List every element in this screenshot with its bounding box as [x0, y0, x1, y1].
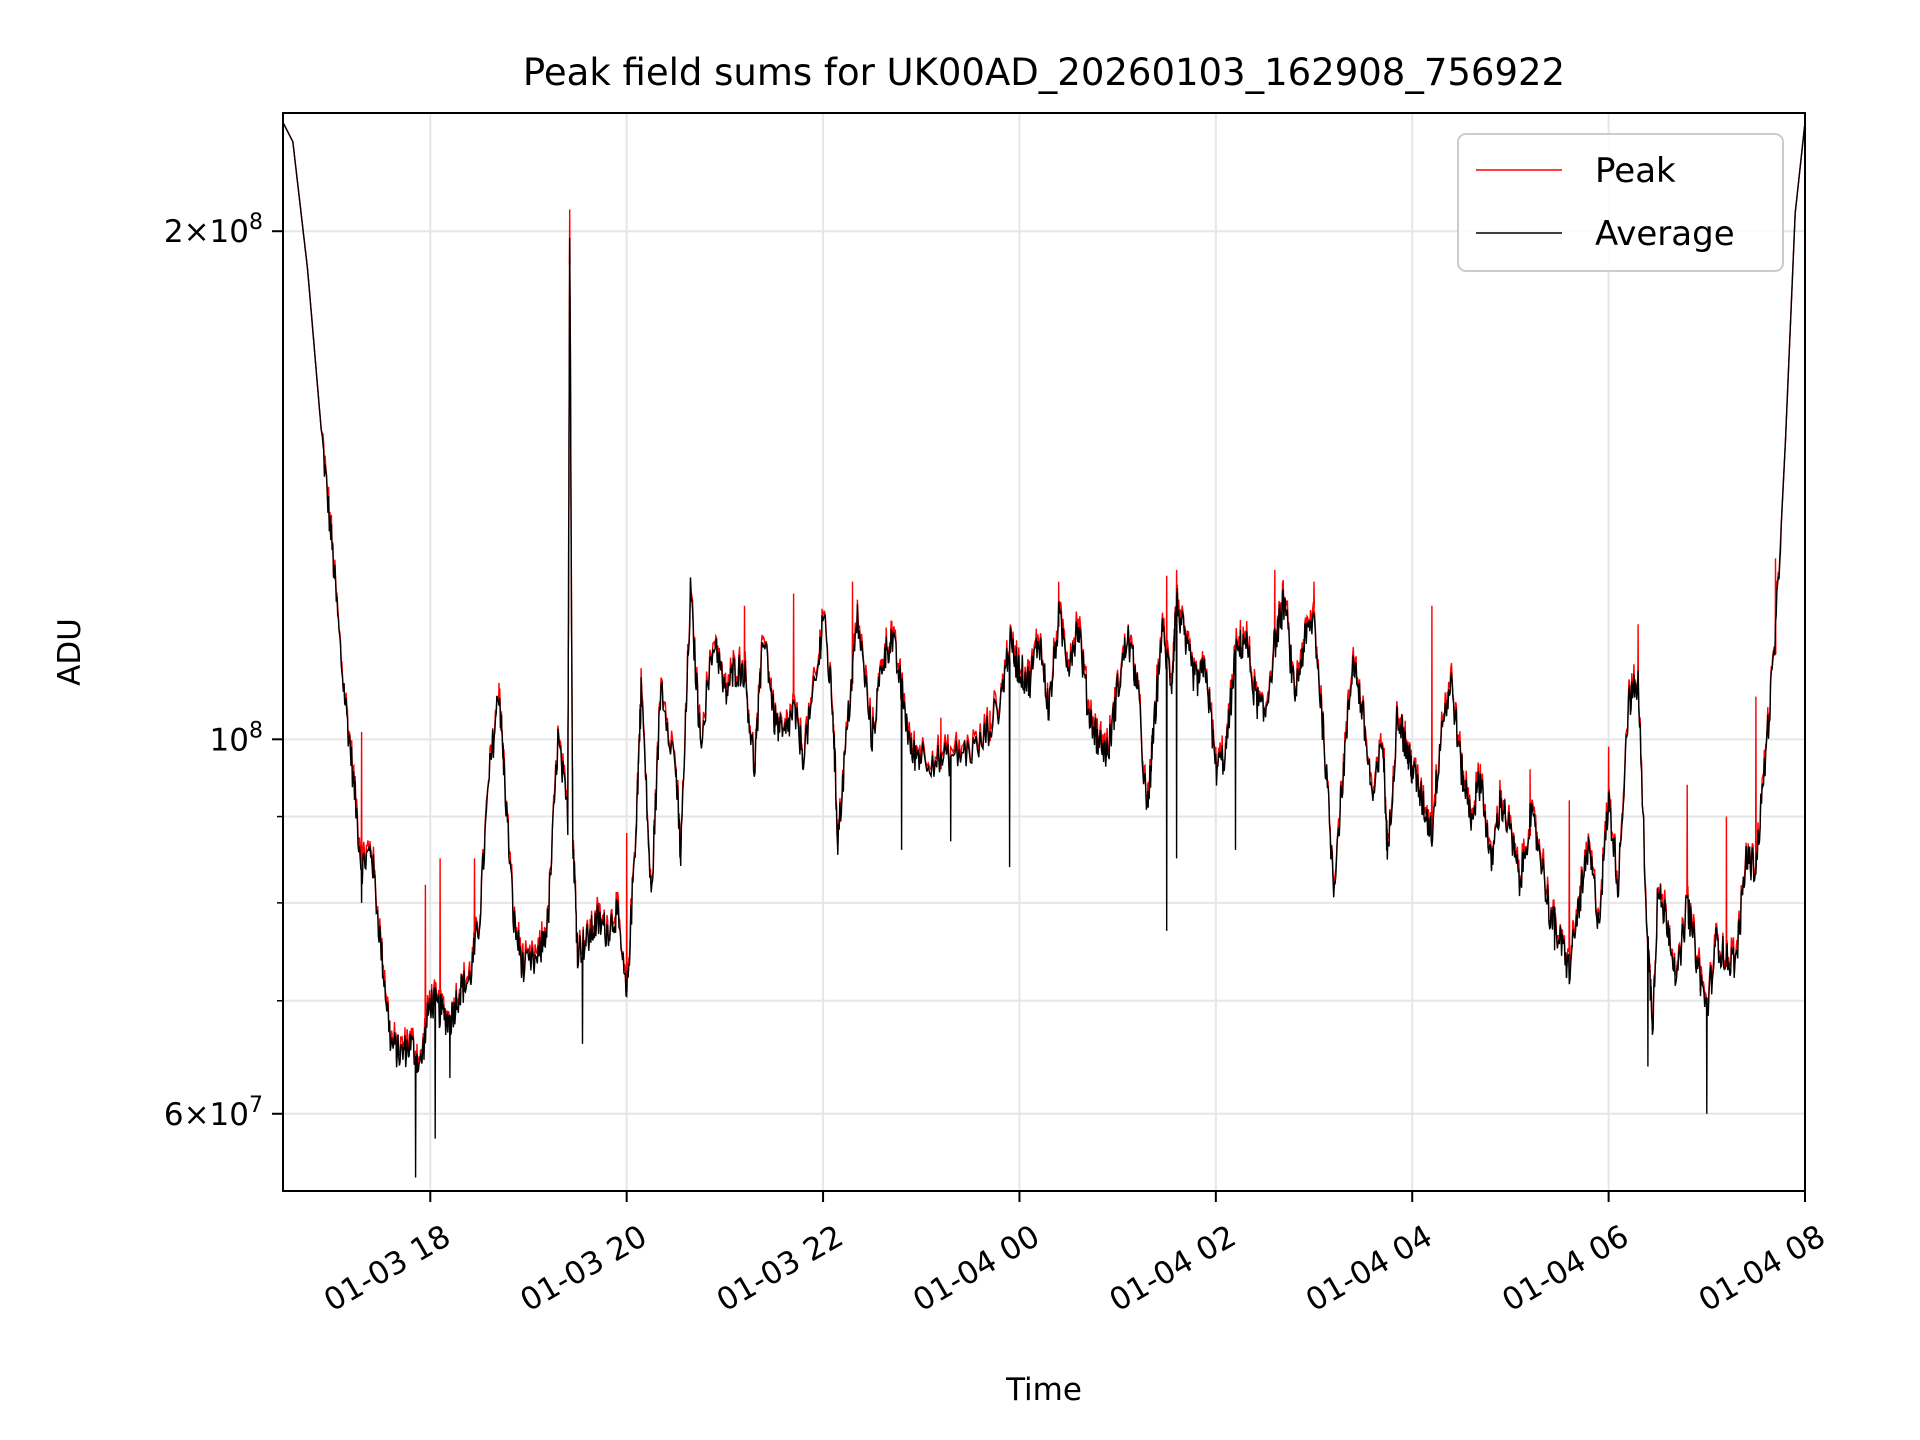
- y-tick-times: ×: [184, 214, 210, 250]
- y-axis-title: ADU: [52, 618, 88, 686]
- y-tick-label: 6×107: [164, 1093, 263, 1133]
- chart-title: Peak field sums for UK00AD_20260103_1629…: [523, 51, 1565, 94]
- y-tick-exponent: 8: [249, 718, 263, 743]
- legend-label-average: Average: [1595, 214, 1735, 254]
- y-tick-ten: 10: [210, 722, 249, 758]
- y-tick-times: ×: [184, 1097, 210, 1133]
- y-tick-base: 2: [164, 214, 184, 250]
- series-line-average: [283, 122, 1805, 1178]
- y-tick-ten: 10: [210, 1097, 249, 1133]
- x-axis-title: Time: [1005, 1372, 1082, 1408]
- y-tick-exponent: 8: [249, 210, 263, 235]
- y-tick-label: 108: [210, 718, 263, 758]
- axes-frame: [282, 112, 1806, 1192]
- y-tick-ten: 10: [210, 214, 249, 250]
- y-tick-base: 6: [164, 1097, 184, 1133]
- y-tick-exponent: 7: [249, 1093, 263, 1118]
- legend-box: [1457, 133, 1784, 272]
- legend: Peak Average: [1457, 133, 1784, 272]
- plot-area: [283, 122, 1805, 1178]
- legend-label-peak: Peak: [1595, 151, 1676, 191]
- y-tick-label: 2×108: [164, 210, 263, 250]
